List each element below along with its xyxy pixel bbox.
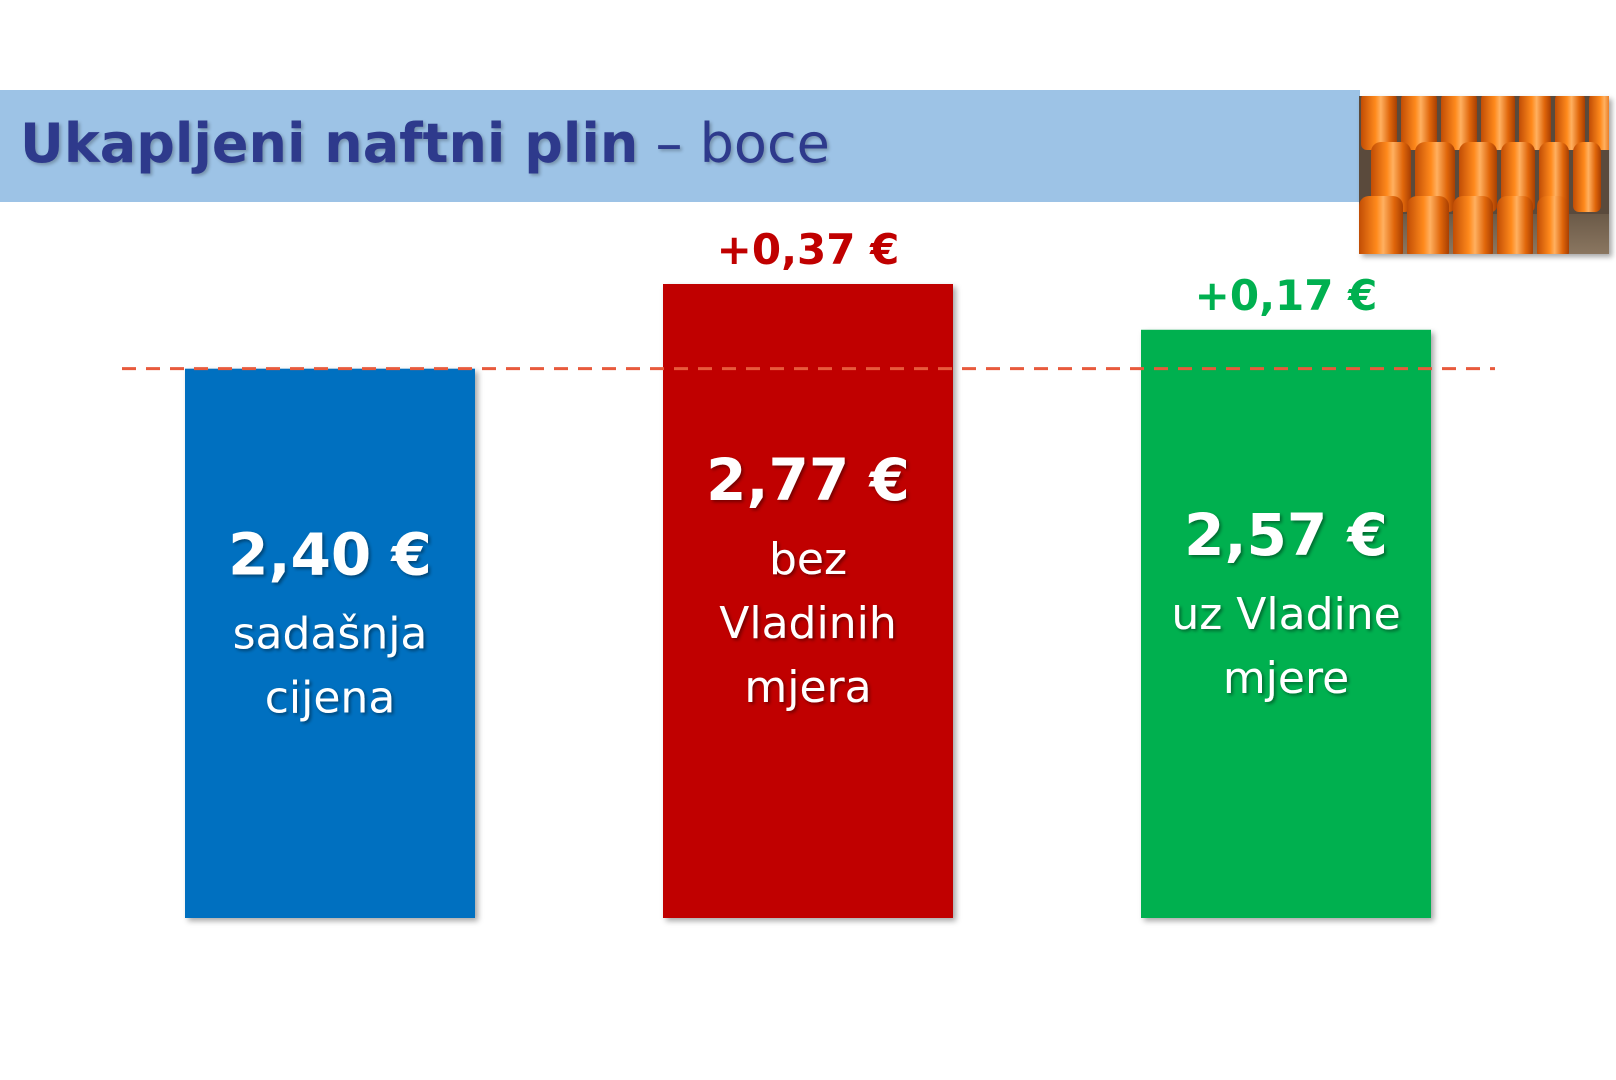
bar-2	[663, 284, 953, 918]
bar-3	[1141, 329, 1431, 918]
title-bar	[0, 90, 1360, 202]
bar-category-label-1-1: sadašnja	[233, 608, 428, 659]
title-bold: Ukapljeni naftni plin	[20, 112, 639, 175]
bar-value-label-2: 2,77 €	[706, 446, 910, 514]
bar-category-label-2-2: Vladinih	[719, 598, 896, 649]
bar-value-label-1: 2,40 €	[228, 520, 432, 588]
bar-delta-label-3: +0,17 €	[1195, 271, 1378, 320]
gas-cylinders-photo	[1359, 96, 1609, 254]
page-title: Ukapljeni naftni plin – boce	[20, 108, 830, 180]
bar-category-label-2-1: bez	[769, 534, 847, 585]
title-rest: – boce	[655, 112, 830, 175]
bar-1	[185, 368, 475, 918]
bar-category-label-1-2: cijena	[265, 672, 396, 723]
bar-category-label-3-1: uz Vladine	[1171, 589, 1400, 640]
bar-category-label-2-3: mjera	[744, 662, 871, 713]
bar-delta-label-2: +0,37 €	[717, 225, 900, 274]
bar-value-label-3: 2,57 €	[1184, 501, 1388, 569]
bar-category-label-3-2: mjere	[1223, 653, 1349, 704]
